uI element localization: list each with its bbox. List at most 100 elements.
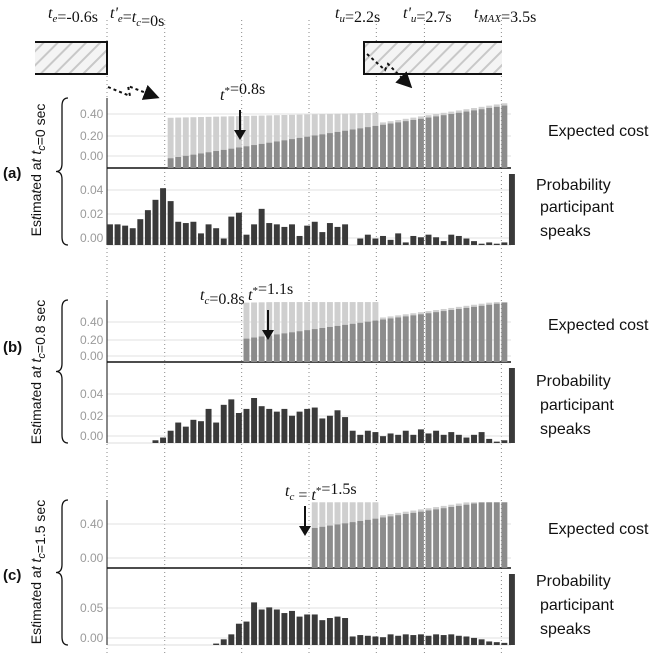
prob-bar xyxy=(205,224,212,245)
speech-timeline xyxy=(35,41,502,100)
cost-bar-light xyxy=(380,317,386,320)
cost-bar-light xyxy=(326,113,333,134)
cost-bar-dark xyxy=(471,110,477,168)
cost-bar-dark xyxy=(311,329,318,362)
panel-ylabel: Estimated at tc=0.8 sec xyxy=(28,300,48,444)
cost-bar-dark xyxy=(198,153,204,168)
cost-bar-light xyxy=(357,302,364,323)
cost-bar-light xyxy=(425,311,432,314)
prob-bar xyxy=(251,602,258,645)
panel-label: (a) xyxy=(3,165,21,182)
cost-bar-dark xyxy=(342,523,349,568)
cost-bar-dark xyxy=(501,502,508,568)
time-labels: te=-0.6s t'e=tc=0s tu=2.2s t'u=2.7s tMAX=3.5… xyxy=(48,5,536,30)
cost-bar-light xyxy=(319,114,326,135)
cost-bar-dark xyxy=(364,321,371,362)
cost-bar-dark xyxy=(455,112,462,168)
cost-bar-light xyxy=(455,110,462,113)
cost-bar-dark xyxy=(243,146,250,168)
cost-bar-light xyxy=(349,113,356,130)
cost-bar-light xyxy=(478,303,485,306)
cost-bar-dark xyxy=(175,157,182,168)
cost-bar-dark xyxy=(190,154,197,168)
panel-1: 0.40 0.20 0.00 0.04 0.02 0.00 (a) Estimated at … xyxy=(3,81,649,246)
cost-bar-dark xyxy=(326,326,333,362)
cost-bar-light xyxy=(273,302,280,335)
prob-bar xyxy=(478,432,485,443)
cost-bar-light xyxy=(417,312,424,315)
prob-bar xyxy=(501,440,508,443)
prob-bar xyxy=(334,410,341,443)
prob-bar xyxy=(175,221,182,245)
cost-bar-dark xyxy=(273,334,280,362)
cost-bar-light xyxy=(349,302,356,324)
cost-bar-dark xyxy=(205,152,212,168)
prob-series-title: speaks xyxy=(540,223,591,240)
cost-series-title: Expected cost xyxy=(548,521,649,538)
cost-bar-dark xyxy=(266,335,273,362)
cost-bar-dark xyxy=(380,517,386,568)
panel-label: (c) xyxy=(3,567,21,584)
prob-bar xyxy=(311,614,318,645)
prob-bar xyxy=(508,174,515,245)
cost-bar-dark xyxy=(235,147,242,168)
cost-bar-dark xyxy=(319,328,326,362)
time-label-tmax: tMAX=3.5s xyxy=(474,5,536,26)
cost-bar-light xyxy=(326,302,333,327)
prob-bar xyxy=(228,216,235,245)
prob-series-title: Probability xyxy=(536,373,611,390)
cost-bar-dark xyxy=(326,133,333,168)
cost-bar-dark xyxy=(311,135,318,168)
cost-tick-label: 0.20 xyxy=(80,129,104,143)
prob-bar xyxy=(235,623,242,645)
cost-bar-light xyxy=(213,116,220,152)
cost-bar-light xyxy=(243,115,250,147)
prob-bar xyxy=(213,643,220,645)
cost-bar-dark xyxy=(501,302,508,362)
cost-bar-dark xyxy=(372,320,379,362)
cost-tick-label: 0.00 xyxy=(80,349,104,363)
prob-bar xyxy=(463,636,470,645)
prob-bar xyxy=(402,430,409,443)
prob-bar xyxy=(243,234,250,245)
prob-bar xyxy=(326,223,333,245)
prob-bar xyxy=(372,238,379,245)
prob-bar xyxy=(167,201,174,245)
prob-bar xyxy=(417,429,424,443)
prob-bar xyxy=(334,226,341,245)
cost-bar-light xyxy=(266,302,273,336)
cost-bar-dark xyxy=(213,151,220,168)
agent-speech-outline xyxy=(35,41,108,75)
cost-bar-light xyxy=(448,111,455,114)
transition-arrow-2 xyxy=(366,53,413,89)
prob-bar xyxy=(455,434,462,443)
prob-bar xyxy=(266,408,273,443)
cost-bar-light xyxy=(471,108,477,111)
cost-bar-dark xyxy=(387,516,394,568)
cost-bar-dark xyxy=(296,137,303,168)
cost-bar-dark xyxy=(281,333,288,362)
cost-bar-light xyxy=(251,115,258,146)
prob-bar xyxy=(326,618,333,645)
cost-bar-light xyxy=(501,103,508,106)
prob-bar xyxy=(463,437,470,443)
prob-bar xyxy=(349,430,356,443)
cost-bar-light xyxy=(228,116,235,149)
prob-bar xyxy=(357,238,364,245)
prob-bar xyxy=(417,634,424,645)
cost-tick-label: 0.20 xyxy=(80,333,104,347)
cost-bar-dark xyxy=(258,336,265,362)
prob-bar xyxy=(342,224,349,245)
cost-bar-light xyxy=(448,307,455,310)
cost-bar-dark xyxy=(478,109,485,168)
prob-bar xyxy=(296,411,303,443)
prob-bar xyxy=(144,210,151,245)
cost-bar-dark xyxy=(455,505,462,568)
cost-bar-dark xyxy=(463,111,470,168)
prob-bar xyxy=(281,226,288,245)
cost-bar-dark xyxy=(440,508,447,568)
cost-bar-light xyxy=(198,117,204,154)
prob-bar xyxy=(319,418,326,443)
prob-bar xyxy=(425,433,432,443)
prob-bar xyxy=(387,239,394,245)
